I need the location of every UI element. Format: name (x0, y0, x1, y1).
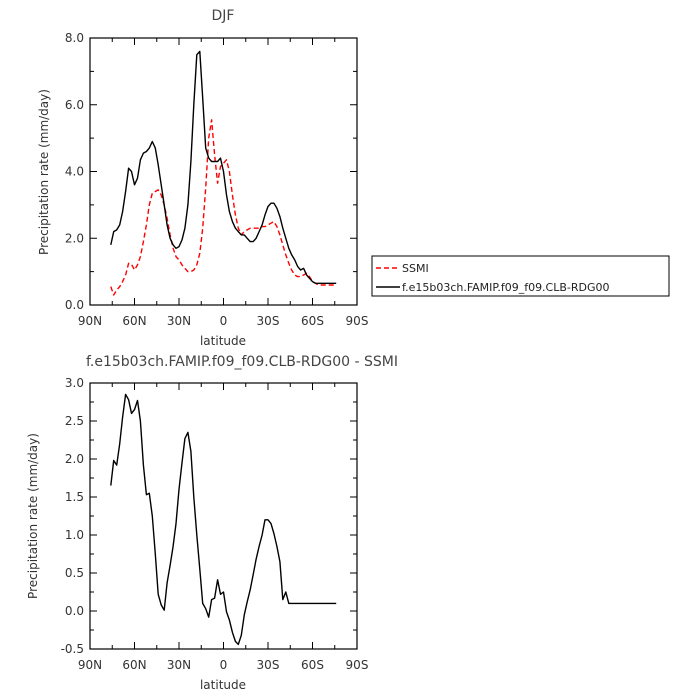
chart2-y-tick-label: 1.5 (65, 490, 84, 504)
chart1-y-tick-label: 6.0 (65, 98, 84, 112)
chart2-y-tick-label: 0.5 (65, 566, 84, 580)
chart1-x-tick-label: 60S (301, 314, 324, 328)
chart2-y-tick-label: 3.0 (65, 376, 84, 390)
chart2-y-axis-label: Precipitation rate (mm/day) (26, 433, 40, 599)
chart2-y-tick-label: 2.0 (65, 452, 84, 466)
chart2-y-tick-label: 1.0 (65, 528, 84, 542)
chart1-y-tick-label: 2.0 (65, 231, 84, 245)
chart2-x-tick-label: 60N (122, 658, 146, 672)
chart2-x-tick-label: 30N (167, 658, 191, 672)
chart1-x-tick-label: 0 (220, 314, 228, 328)
chart2-x-tick-label: 0 (220, 658, 228, 672)
chart2-x-tick-label: 90N (78, 658, 102, 672)
chart1-x-tick-label: 90N (78, 314, 102, 328)
chart2-title: f.e15b03ch.FAMIP.f09_f09.CLB-RDG00 - SSM… (86, 354, 398, 370)
chart1-legend-label-1: SSMI (402, 262, 429, 275)
chart1-legend-box (371, 255, 670, 297)
chart1-x-tick-label: 60N (122, 314, 146, 328)
chart2-y-tick-label: 2.5 (65, 414, 84, 428)
chart2-y-tick-label: -0.5 (61, 642, 84, 656)
chart2-y-tick-label: 0.0 (65, 604, 84, 618)
chart1-y-tick-label: 4.0 (65, 165, 84, 179)
chart2-plot-frame (89, 382, 358, 650)
chart1-x-axis-label: latitude (200, 334, 246, 348)
chart1-series-ssmi-line (110, 119, 337, 296)
chart1-x-tick-label: 30N (167, 314, 191, 328)
chart1-x-tick-label: 90S (346, 314, 369, 328)
chart1-y-tick-label: 0.0 (65, 298, 84, 312)
chart2-x-tick-label: 60S (301, 658, 324, 672)
chart1-y-tick-label: 8.0 (65, 31, 84, 45)
chart2-x-axis-label: latitude (200, 678, 246, 692)
chart1-x-tick-label: 30S (257, 314, 280, 328)
chart2-x-tick-label: 90S (346, 658, 369, 672)
chart1-series-2-line (110, 50, 337, 284)
chart2-series-1-line (110, 393, 337, 646)
chart1-y-axis-label: Precipitation rate (mm/day) (37, 89, 51, 255)
chart1-title: DJF (212, 8, 235, 24)
chart2-x-tick-label: 30S (257, 658, 280, 672)
chart1-legend-label-2: f.e15b03ch.FAMIP.f09_f09.CLB-RDG00 (402, 281, 610, 294)
